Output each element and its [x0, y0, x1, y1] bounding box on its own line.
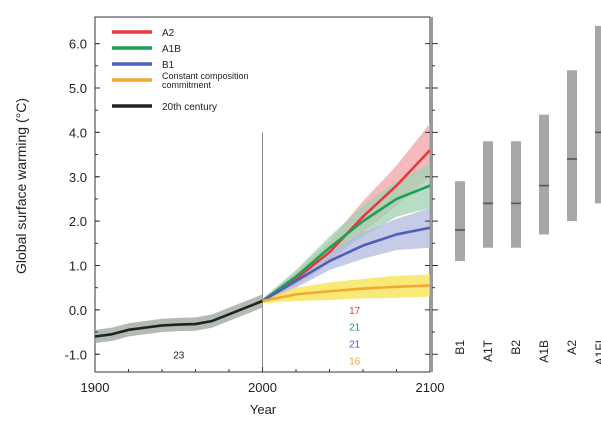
legend-label-4: 20th century	[162, 102, 217, 113]
y-tick-label-7: 6.0	[69, 37, 87, 52]
range-bar-3	[539, 114, 549, 235]
model-counts: 23 17 21 21 16	[173, 306, 360, 368]
y-tick-label-4: 3.0	[69, 170, 87, 185]
y-tick-label-3: 2.0	[69, 214, 87, 229]
model-count-1: 17	[349, 306, 361, 317]
legend-label-2: B1	[162, 60, 175, 71]
y-tick-label-0: -1.0	[65, 347, 87, 362]
y-axis-title: Global surface warming (°C)	[13, 98, 29, 274]
x-axis-title: Year	[250, 402, 277, 417]
band-0	[95, 294, 263, 344]
range-bar-2	[511, 141, 521, 248]
model-count-2: 21	[349, 323, 361, 334]
model-count-0: 23	[173, 350, 185, 361]
range-bar-5	[595, 25, 601, 204]
legend-label-1: A1B	[162, 44, 181, 55]
axes: -1.0 0.0 1.0 2.0 3.0 4.0 5.0 6.0 1900 2000 2100	[65, 37, 445, 395]
legend-label-line: commitment	[162, 80, 212, 90]
y-tick-label-6: 5.0	[69, 81, 87, 96]
legend-label-line: Constant composition	[162, 71, 249, 81]
series-line-4	[262, 284, 431, 303]
series-lines	[94, 149, 431, 338]
model-count-4: 16	[349, 356, 361, 367]
range-label-2: B2	[509, 340, 523, 355]
x-tick-label-2: 2100	[416, 380, 445, 395]
range-label-4: A2	[565, 340, 579, 355]
range-label-0: B1	[453, 340, 467, 355]
y-tick-label-2: 1.0	[69, 259, 87, 274]
range-bar-0	[455, 181, 465, 262]
legend-label-3: Constant composition commitment	[162, 71, 249, 90]
x-tick-label-1: 2000	[248, 380, 277, 395]
range-label-5: A1FI	[593, 340, 601, 365]
range-label-1: A1T	[481, 339, 495, 362]
range-bar-1	[483, 141, 493, 248]
series-line-3	[261, 226, 431, 303]
x-tick-label-0: 1900	[81, 380, 110, 395]
model-count-3: 21	[349, 340, 361, 351]
legend-label-0: A2	[162, 28, 175, 39]
y-tick-label-5: 4.0	[69, 125, 87, 140]
scenario-ranges: B1 A1T B2 A1B A2 A1FI	[431, 17, 601, 372]
series-line-2	[261, 184, 431, 303]
range-bar-4	[567, 70, 577, 222]
series-line-0	[94, 299, 263, 338]
range-label-3: A1B	[537, 340, 551, 363]
band-3	[262, 207, 430, 304]
y-tick-label-1: 0.0	[69, 303, 87, 318]
